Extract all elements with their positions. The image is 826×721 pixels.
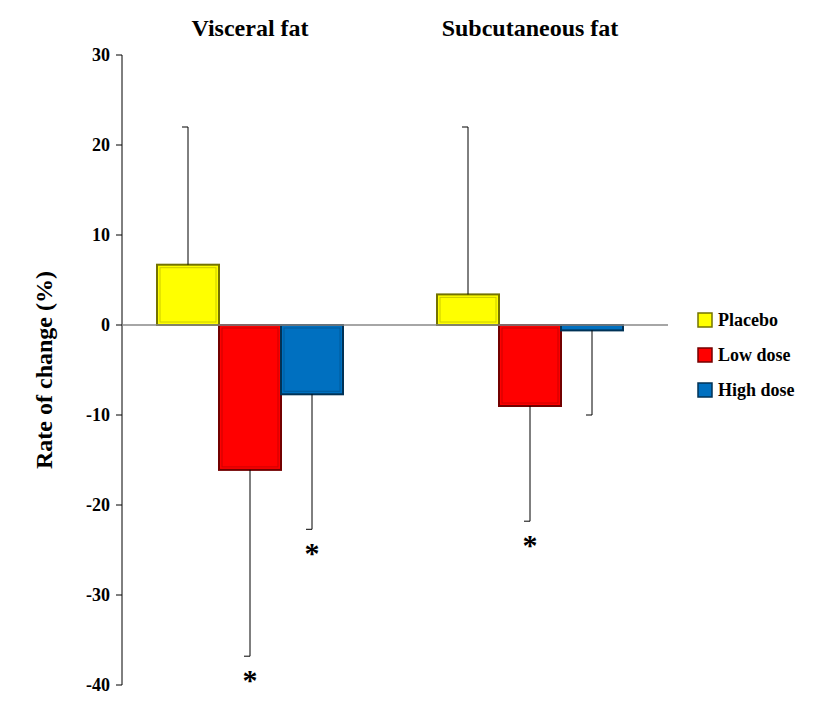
category-label: Visceral fat (191, 15, 308, 41)
error-bar (524, 406, 530, 521)
error-line (250, 470, 251, 656)
error-line (592, 330, 593, 415)
legend-swatch (698, 383, 712, 397)
bar (561, 325, 623, 330)
legend-label: Low dose (718, 345, 791, 365)
bar-bevel (502, 328, 558, 403)
error-cap (586, 415, 592, 416)
y-tick-label: -40 (86, 675, 110, 695)
error-line (188, 127, 189, 265)
bar-bevel (564, 328, 620, 329)
y-tick-label: -30 (86, 585, 110, 605)
bar (157, 265, 219, 325)
y-tick (116, 595, 122, 596)
bar (437, 294, 499, 325)
bar (219, 325, 281, 470)
y-tick-label: -20 (86, 495, 110, 515)
y-axis (122, 55, 123, 685)
error-line (312, 394, 313, 529)
bar (281, 325, 343, 394)
error-bar (306, 394, 312, 529)
error-cap (524, 521, 530, 522)
legend-label: Placebo (718, 310, 778, 330)
error-bar (244, 470, 250, 656)
error-bar (182, 127, 188, 265)
y-tick-label: 0 (101, 315, 110, 335)
chart: -40 -30 -20 -10 0 10 20 30 Rate of change (%) Vis… (0, 0, 826, 721)
bar-bevel (222, 328, 278, 467)
legend-swatch (698, 313, 712, 327)
y-tick-label: 30 (92, 45, 110, 65)
category-label: Subcutaneous fat (442, 15, 619, 41)
y-tick (116, 55, 122, 56)
error-line (530, 406, 531, 521)
y-tick (116, 145, 122, 146)
legend-label: High dose (718, 380, 795, 400)
error-cap (244, 656, 250, 657)
y-axis-label: Rate of change (%) (31, 271, 57, 469)
error-cap (182, 127, 188, 128)
y-tick-label: -10 (86, 405, 110, 425)
bar-bevel (160, 268, 216, 322)
annotation: * (243, 663, 258, 696)
legend-swatch (698, 348, 712, 362)
error-bar (462, 127, 468, 294)
error-line (468, 127, 469, 294)
error-bar (586, 330, 592, 415)
zero-line (122, 324, 668, 326)
y-tick (116, 415, 122, 416)
bar-bevel (440, 297, 496, 322)
error-cap (306, 529, 312, 530)
y-tick-label: 20 (92, 135, 110, 155)
error-cap (462, 127, 468, 128)
annotation: * (523, 528, 538, 561)
bars (157, 265, 623, 470)
bar (499, 325, 561, 406)
y-tick (116, 685, 122, 686)
y-tick (116, 325, 122, 326)
y-tick (116, 505, 122, 506)
annotation: * (305, 536, 320, 569)
y-tick (116, 235, 122, 236)
y-tick-label: 10 (92, 225, 110, 245)
error-bars (182, 127, 592, 656)
bar-bevel (284, 328, 340, 391)
